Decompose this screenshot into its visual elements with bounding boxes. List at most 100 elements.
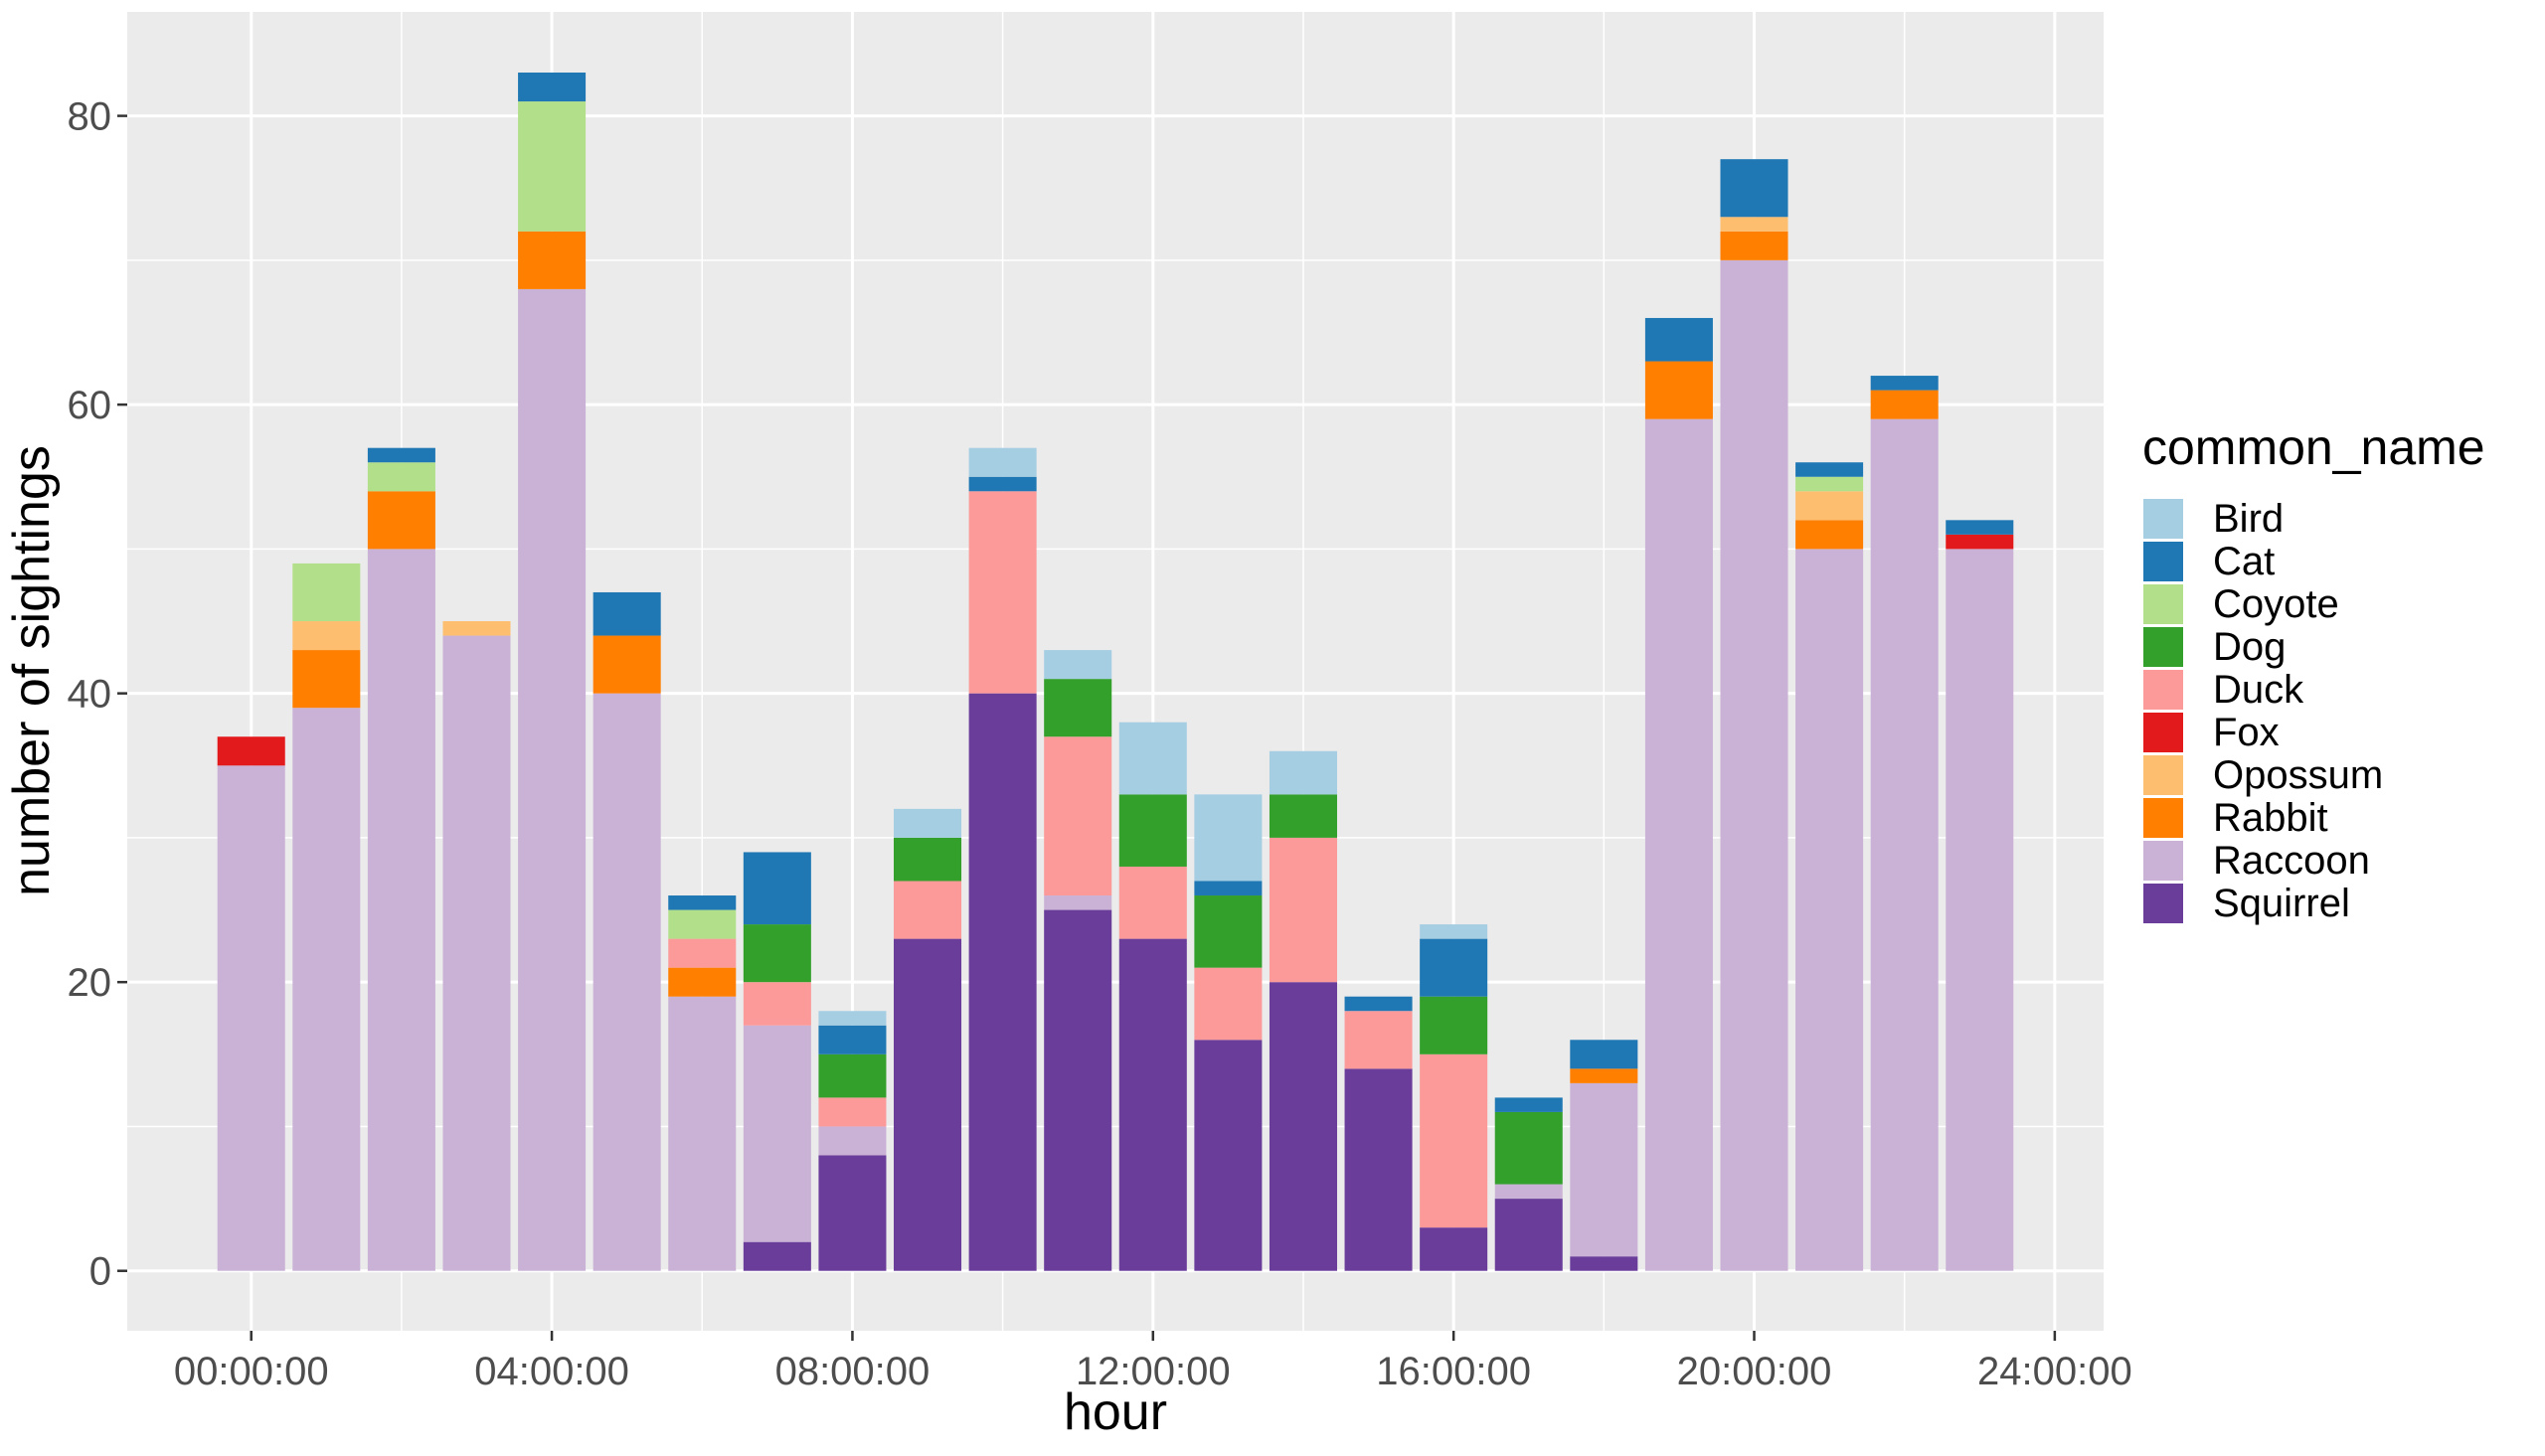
bar-segment-opossum	[1720, 217, 1788, 232]
bar-segment-coyote	[668, 909, 737, 939]
bar-segment-coyote	[518, 101, 587, 232]
bar-segment-dog	[1044, 679, 1112, 737]
legend-label-cat: Cat	[2213, 540, 2275, 583]
bar-segment-raccoon	[292, 708, 361, 1271]
bar-segment-cat	[743, 852, 811, 925]
bar-segment-fox	[217, 736, 285, 766]
bar-segment-squirrel	[1269, 982, 1337, 1271]
bar-segment-duck	[1118, 866, 1187, 939]
bar-segment-raccoon	[217, 765, 285, 1271]
bar-segment-raccoon	[1494, 1184, 1563, 1200]
x-axis-title: hour	[1064, 1383, 1167, 1441]
legend-label-rabbit: Rabbit	[2213, 796, 2328, 840]
bar-segment-cat	[1194, 881, 1263, 896]
bar-segment-duck	[1269, 837, 1337, 983]
x-axis: 00:00:00 04:00:00 08:00:00 12:00:00 16:00:00…	[174, 1331, 2132, 1393]
legend-items: BirdCatCoyoteDogDuckFoxOpossumRabbitRacc…	[2143, 497, 2383, 925]
legend-label-coyote: Coyote	[2213, 582, 2339, 626]
bar-segment-squirrel	[968, 693, 1037, 1271]
bar-segment-cat	[1720, 159, 1788, 218]
bar-segment-squirrel	[743, 1241, 811, 1271]
bar-segment-coyote	[367, 462, 435, 492]
bar-segment-opossum	[442, 621, 511, 636]
bar-segment-cat	[1870, 376, 1939, 391]
x-tick-label: 24:00:00	[1977, 1350, 2132, 1393]
bar-segment-duck	[668, 938, 737, 968]
y-axis-title: number of sightings	[3, 445, 61, 896]
bar-segment-rabbit	[292, 650, 361, 709]
bar-segment-rabbit	[1644, 361, 1713, 419]
bar-segment-raccoon	[1946, 549, 2014, 1271]
legend-label-bird: Bird	[2213, 497, 2284, 541]
bar-segment-dog	[1194, 895, 1263, 968]
legend-swatch-coyote	[2143, 584, 2183, 624]
bar-segment-raccoon	[593, 693, 661, 1271]
legend-label-duck: Duck	[2213, 668, 2304, 712]
bar-segment-raccoon	[518, 288, 587, 1271]
bar-segment-bird	[894, 808, 962, 838]
y-tick-label: 80	[68, 95, 112, 139]
bar-segment-cat	[1570, 1040, 1638, 1069]
bar-segment-cat	[668, 895, 737, 910]
y-tick-label: 60	[68, 384, 112, 427]
bar-segment-raccoon	[367, 549, 435, 1271]
bar-segment-squirrel	[1570, 1256, 1638, 1271]
bar-segment-dog	[894, 837, 962, 882]
x-tick-label: 04:00:00	[474, 1350, 629, 1393]
bar-segment-cat	[1795, 462, 1864, 477]
bar-segment-bird	[1420, 924, 1488, 939]
bar-segment-raccoon	[1570, 1082, 1638, 1257]
legend-label-squirrel: Squirrel	[2213, 882, 2350, 925]
bar-segment-rabbit	[593, 635, 661, 694]
bar-segment-raccoon	[1720, 259, 1788, 1271]
bar-segment-squirrel	[894, 938, 962, 1271]
bar-segment-duck	[968, 491, 1037, 694]
legend-label-dog: Dog	[2213, 625, 2286, 669]
y-axis: 0 20 40 60 80	[68, 95, 127, 1294]
bar-segment-rabbit	[1720, 231, 1788, 260]
bar-segment-raccoon	[442, 635, 511, 1271]
legend-swatch-raccoon	[2143, 841, 2183, 881]
bar-segment-raccoon	[1644, 418, 1713, 1271]
y-tick-label: 20	[68, 961, 112, 1005]
bar-segment-coyote	[1795, 476, 1864, 492]
bar-segment-cat	[1644, 317, 1713, 362]
x-tick-label: 08:00:00	[775, 1350, 931, 1393]
y-tick-label: 40	[68, 673, 112, 717]
bar-segment-raccoon	[818, 1126, 887, 1156]
bar-segment-cat	[593, 591, 661, 636]
bar-segment-cat	[367, 447, 435, 463]
bar-segment-squirrel	[1194, 1040, 1263, 1271]
x-tick-label: 00:00:00	[174, 1350, 329, 1393]
bar-segment-duck	[1344, 1011, 1413, 1069]
legend-label-raccoon: Raccoon	[2213, 839, 2370, 883]
legend-swatch-squirrel	[2143, 884, 2183, 923]
legend-label-fox: Fox	[2213, 711, 2280, 754]
legend-swatch-fox	[2143, 713, 2183, 752]
legend-swatch-cat	[2143, 542, 2183, 581]
bar-segment-dog	[1494, 1111, 1563, 1185]
legend-swatch-dog	[2143, 627, 2183, 667]
bar-segment-cat	[1946, 520, 2014, 535]
bar-segment-raccoon	[668, 996, 737, 1271]
bar-segment-cat	[818, 1025, 887, 1054]
legend: common_name BirdCatCoyoteDogDuckFoxOposs…	[2142, 419, 2485, 925]
bar-segment-duck	[1044, 736, 1112, 896]
bar-segment-raccoon	[743, 1025, 811, 1242]
bar-segment-squirrel	[818, 1155, 887, 1271]
bar-segment-squirrel	[1118, 938, 1187, 1271]
bar-segment-squirrel	[1344, 1068, 1413, 1271]
legend-label-opossum: Opossum	[2213, 753, 2383, 797]
bar-segment-dog	[1420, 996, 1488, 1054]
bar-segment-raccoon	[1044, 895, 1112, 910]
bar-segment-duck	[1420, 1053, 1488, 1228]
bar-segment-fox	[1946, 534, 2014, 550]
bar-segment-cat	[1494, 1097, 1563, 1112]
bar-segment-cat	[518, 73, 587, 102]
bar-segment-raccoon	[1870, 418, 1939, 1271]
bar-segment-squirrel	[1420, 1227, 1488, 1271]
bar-segment-dog	[1118, 794, 1187, 867]
legend-swatch-bird	[2143, 499, 2183, 539]
legend-title: common_name	[2142, 419, 2485, 475]
